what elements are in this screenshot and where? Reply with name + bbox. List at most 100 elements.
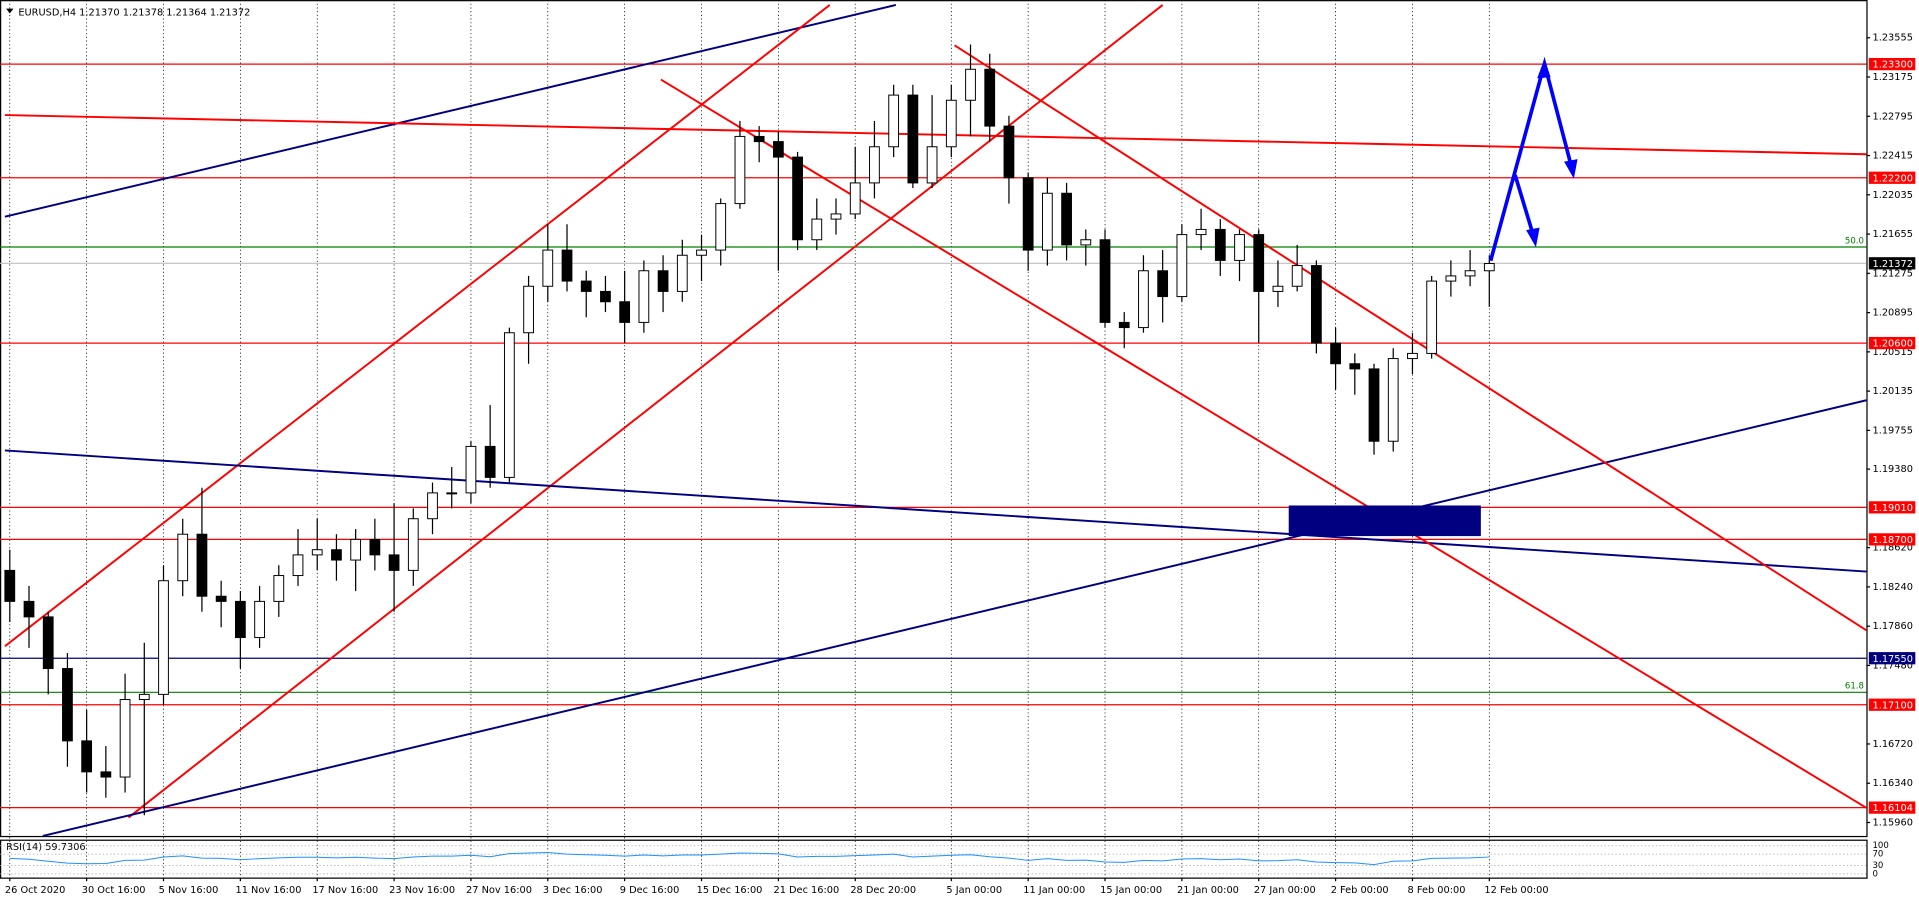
x-tick-label: 2 Feb 00:00 bbox=[1331, 885, 1389, 896]
trendline bbox=[4, 4, 831, 648]
rsi-frame bbox=[0, 839, 1868, 879]
candle-body bbox=[965, 68, 976, 101]
x-tick-label: 27 Nov 16:00 bbox=[466, 885, 532, 896]
candle-body bbox=[753, 135, 765, 143]
arrow-head bbox=[1526, 227, 1540, 248]
candle-body bbox=[1407, 352, 1418, 360]
level-tag bbox=[1868, 501, 1916, 514]
rsi-name: RSI(14) bbox=[6, 842, 42, 853]
candle-body bbox=[1483, 263, 1495, 272]
candle-body bbox=[388, 554, 400, 571]
candle-body bbox=[1330, 342, 1341, 365]
candle-body bbox=[1253, 234, 1265, 292]
x-tick-label: 27 Jan 00:00 bbox=[1254, 885, 1316, 896]
candle-body bbox=[446, 492, 458, 495]
x-tick-label: 26 Oct 2020 bbox=[5, 885, 65, 896]
menu-triangle[interactable] bbox=[6, 8, 14, 14]
arrow-head bbox=[1564, 159, 1578, 179]
candle-body bbox=[331, 549, 342, 561]
candle-body bbox=[292, 554, 304, 577]
y-tick-label: 1.15960 bbox=[1872, 817, 1912, 828]
candle-body bbox=[1445, 275, 1457, 282]
candle-body bbox=[657, 270, 669, 292]
candle-body bbox=[1426, 280, 1438, 354]
candle-body bbox=[158, 580, 169, 695]
price-label: 1.21372 bbox=[1872, 259, 1912, 270]
candle-body bbox=[1195, 228, 1207, 236]
candle-body bbox=[580, 280, 592, 292]
level-tag bbox=[1868, 533, 1916, 546]
candle-body bbox=[234, 600, 246, 639]
candle-body bbox=[984, 68, 996, 127]
candle-body bbox=[849, 182, 861, 215]
y-tick-label: 1.17480 bbox=[1872, 660, 1912, 671]
candle-body bbox=[1464, 270, 1476, 277]
candles bbox=[4, 44, 1495, 816]
candle-body bbox=[734, 135, 746, 205]
candle-body bbox=[869, 146, 880, 184]
x-tick-label: 5 Nov 16:00 bbox=[159, 885, 219, 896]
level-tag bbox=[1868, 57, 1916, 71]
candle-body bbox=[427, 492, 438, 520]
rsi-value: 59.7306 bbox=[45, 842, 85, 853]
candle-body bbox=[1003, 125, 1015, 179]
level-label: 1.23300 bbox=[1872, 60, 1912, 71]
x-tick-label: 23 Nov 16:00 bbox=[389, 885, 455, 896]
level-label: 1.17550 bbox=[1872, 654, 1912, 665]
demand-zone bbox=[1288, 505, 1481, 537]
y-tick-label: 1.20135 bbox=[1872, 386, 1912, 397]
trendline bbox=[4, 449, 1867, 573]
x-tick-label: 3 Dec 16:00 bbox=[543, 885, 603, 896]
candle-body bbox=[1099, 239, 1111, 323]
level-label: 1.16104 bbox=[1872, 803, 1912, 814]
candle-body bbox=[1157, 270, 1169, 298]
candle-body bbox=[792, 156, 803, 241]
candle-body bbox=[1310, 265, 1322, 344]
x-tick-label: 15 Dec 16:00 bbox=[697, 885, 763, 896]
y-tick-label: 1.18620 bbox=[1872, 543, 1912, 554]
candle-body bbox=[1041, 192, 1053, 251]
candle-body bbox=[1176, 234, 1188, 298]
fibo-label: 50.0 bbox=[1845, 236, 1864, 246]
candle-body bbox=[119, 699, 131, 778]
trendline bbox=[42, 399, 1867, 837]
x-tick-label: 17 Nov 16:00 bbox=[312, 885, 378, 896]
candle-body bbox=[1061, 192, 1072, 246]
level-tag bbox=[1868, 652, 1916, 665]
candle-body bbox=[907, 94, 919, 184]
y-tick-label: 1.21655 bbox=[1872, 229, 1912, 240]
candle-body bbox=[619, 301, 631, 323]
candle-body bbox=[1272, 285, 1284, 292]
candle-body bbox=[23, 600, 35, 618]
x-tick-label: 28 Dec 20:00 bbox=[850, 885, 916, 896]
candle-body bbox=[215, 595, 227, 602]
candle-body bbox=[503, 332, 515, 478]
x-tick-label: 15 Jan 00:00 bbox=[1100, 885, 1162, 896]
candle-body bbox=[830, 213, 842, 220]
candle-body bbox=[4, 569, 16, 602]
candle-body bbox=[1387, 358, 1399, 442]
y-tick-label: 1.21275 bbox=[1872, 268, 1912, 279]
candle-body bbox=[100, 771, 112, 778]
x-tick-label: 8 Feb 00:00 bbox=[1408, 885, 1466, 896]
candle-body bbox=[196, 533, 208, 597]
rsi-tick-label: 0 bbox=[1872, 869, 1877, 879]
arrow-head bbox=[1537, 58, 1551, 79]
rsi-label: RSI(14) 59.7306 bbox=[6, 842, 86, 853]
x-tick-label: 30 Oct 16:00 bbox=[82, 885, 146, 896]
y-tick-label: 1.18240 bbox=[1872, 582, 1912, 593]
level-label: 1.22200 bbox=[1872, 173, 1912, 184]
candle-body bbox=[1138, 270, 1149, 329]
candle-body bbox=[676, 254, 688, 292]
main-frame bbox=[0, 0, 1868, 838]
level-tag bbox=[1868, 801, 1916, 814]
candle-body bbox=[138, 693, 150, 701]
candle-body bbox=[273, 575, 285, 602]
candle-body bbox=[1080, 239, 1092, 246]
y-tick-label: 1.19380 bbox=[1872, 464, 1912, 475]
level-label: 1.18700 bbox=[1872, 535, 1912, 546]
candle-body bbox=[177, 533, 189, 582]
candle-body bbox=[1022, 177, 1034, 251]
level-label: 1.17100 bbox=[1872, 700, 1912, 711]
